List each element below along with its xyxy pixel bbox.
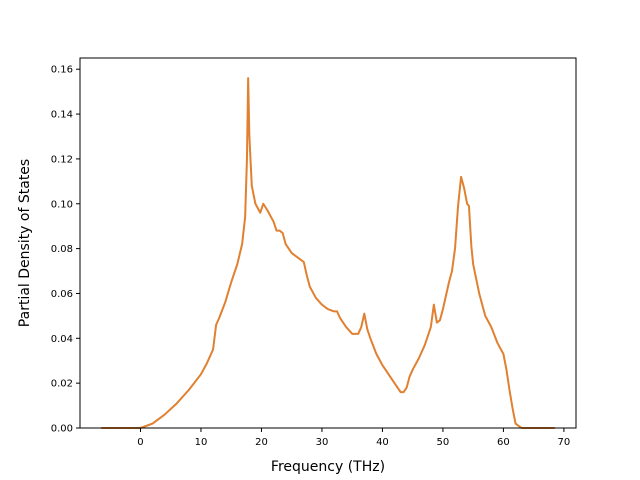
- x-tick-label: 70: [558, 437, 571, 448]
- y-tick-label: 0.12: [51, 154, 73, 165]
- y-tick-label: 0.00: [51, 424, 73, 435]
- series-line-0: [101, 77, 555, 429]
- x-axis-label: Frequency (THz): [271, 459, 385, 475]
- y-tick-label: 0.06: [51, 289, 73, 300]
- x-tick-label: 30: [316, 437, 329, 448]
- x-tick-label: 0: [137, 437, 143, 448]
- y-axis-label: Partial Density of States: [17, 159, 33, 327]
- x-tick-label: 20: [255, 437, 268, 448]
- x-tick-label: 60: [497, 437, 510, 448]
- y-tick-label: 0.08: [51, 244, 73, 255]
- x-tick-label: 40: [376, 437, 389, 448]
- x-axis-ticks: 0 10 20 30 40 50 60 70: [137, 428, 570, 448]
- x-tick-label: 50: [437, 437, 450, 448]
- axes-frame: [79, 57, 577, 429]
- y-tick-label: 0.10: [51, 199, 73, 210]
- y-tick-label: 0.02: [51, 379, 73, 390]
- y-tick-label: 0.04: [51, 334, 73, 345]
- y-tick-label: 0.16: [51, 65, 73, 76]
- y-tick-label: 0.14: [51, 110, 73, 121]
- x-tick-label: 10: [195, 437, 208, 448]
- plot-area: [101, 77, 555, 429]
- y-axis-ticks: 0.00 0.02 0.04 0.06 0.08 0.10 0.12 0.14 0.16: [51, 65, 80, 435]
